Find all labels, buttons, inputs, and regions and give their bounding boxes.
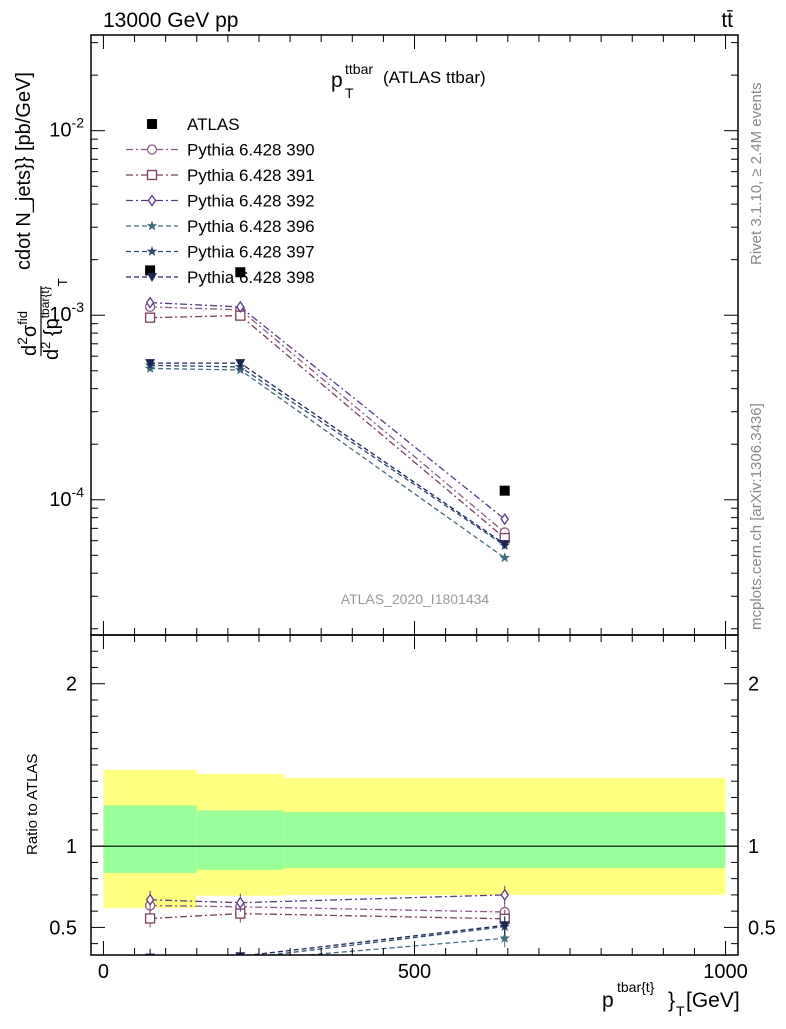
chart-title-rest: (ATLAS ttbar) (383, 68, 486, 87)
ratio-series-line (150, 904, 505, 913)
ratio-y-tick-label-left: 2 (66, 674, 77, 696)
legend-label: Pythia 6.428 391 (187, 166, 315, 185)
legend-label: Pythia 6.428 398 (187, 268, 315, 287)
svg-text:T: T (676, 1003, 685, 1019)
ratio-y-tick-label-left: 1 (66, 836, 77, 858)
main-y-axis-label: d2σfid d2 {ptbar{t}T cdot N_jets}} [pb/G… (13, 72, 70, 360)
legend-marker (147, 194, 157, 207)
series-point (236, 300, 245, 313)
process-label: tt̄ (721, 9, 733, 32)
ratio-band-inner (103, 805, 197, 873)
ratio-series-point (500, 888, 510, 902)
ratio-series-point (145, 955, 155, 965)
ratio-band-inner (283, 812, 726, 869)
ratio-series-line (265, 925, 505, 955)
legend-marker-atlas (147, 119, 157, 129)
y-tick-label: 10-2 (49, 115, 84, 142)
series-line (150, 362, 506, 545)
atlas-data-point (499, 485, 510, 496)
series-line (150, 364, 506, 547)
ratio-series-line (299, 937, 505, 955)
ratio-panel: 0.5 0.5 1 1 2 2 Ratio to ATLAS (24, 634, 776, 965)
ratio-y-tick-label-right: 0.5 (748, 917, 776, 939)
y-tick-label: 10-4 (49, 484, 84, 511)
series-point (144, 312, 156, 323)
series-line (150, 306, 506, 533)
ratio-band-inner (196, 810, 284, 870)
x-tick-label: 500 (398, 961, 431, 983)
atlas-data-point (145, 265, 156, 276)
atlas-data-point (235, 267, 246, 278)
svg-text:p: p (602, 989, 614, 1012)
ratio-series-line (150, 894, 505, 904)
ratio-series-line (245, 924, 505, 955)
legend: ATLAS Pythia 6.428 390 Pythia 6.428 391 Pyt… (126, 115, 315, 287)
svg-text:cdot N_jets}} [pb/GeV]: cdot N_jets}} [pb/GeV] (13, 72, 35, 270)
ratio-series-point (235, 952, 246, 955)
svg-text:[GeV]: [GeV] (686, 989, 740, 1012)
series-line (150, 314, 506, 539)
series-line (150, 301, 506, 520)
ratio-y-tick-label-right: 2 (748, 674, 759, 696)
series-point (500, 513, 510, 526)
ratio-series-point (236, 896, 245, 909)
series-point (499, 552, 510, 563)
legend-marker (146, 220, 158, 231)
svg-text:}: } (668, 989, 675, 1012)
ratio-y-tick-label-left: 0.5 (49, 917, 77, 939)
series-line (150, 367, 506, 559)
series-point (145, 359, 156, 369)
analysis-watermark: ATLAS_2020_I1801434 (341, 591, 490, 607)
ratio-series-point (144, 913, 156, 924)
main-panel: 10-4 10-3 10-2 p ttbar T (ATLAS ttbar) ATL… (13, 34, 739, 636)
legend-label: Pythia 6.428 392 (187, 192, 315, 211)
legend-marker (146, 169, 158, 181)
ratio-series-point (145, 893, 155, 906)
series-point (499, 540, 510, 550)
y-tick-label: 10-3 (49, 299, 84, 326)
ratio-series-point (499, 932, 510, 943)
x-tick-label: 1000 (703, 961, 748, 983)
chart-title-sup: ttbar (345, 61, 373, 77)
rivet-version-label: Rivet 3.1.10, ≥ 2.4M events (748, 83, 765, 266)
ratio-series-line (150, 912, 505, 920)
ratio-y-axis-label: Ratio to ATLAS (24, 754, 41, 855)
series-point (235, 359, 246, 369)
x-axis-label: p tbar{t} } T [GeV] (602, 979, 740, 1019)
ratio-series-point (499, 921, 510, 931)
x-tick-label: 0 (98, 961, 109, 983)
svg-text:d2σfid: d2σfid (14, 311, 41, 356)
legend-marker (146, 144, 158, 155)
legend-label: Pythia 6.428 397 (187, 243, 315, 262)
chart-title-sub: T (345, 85, 354, 101)
ratio-y-tick-label-right: 1 (748, 836, 759, 858)
legend-marker (147, 273, 157, 282)
legend-marker (146, 246, 158, 256)
energy-label: 13000 GeV pp (103, 9, 238, 32)
series-point (145, 296, 155, 309)
series-point (235, 364, 246, 375)
legend-label: Pythia 6.428 390 (187, 141, 315, 160)
chart-title: p (331, 69, 343, 92)
ratio-series-point (235, 955, 245, 965)
ratio-frame (90, 634, 739, 956)
svg-text:tbar{t}: tbar{t} (617, 979, 655, 995)
legend-label: Pythia 6.428 396 (187, 217, 315, 236)
mcplots-label: mcplots.cern.ch [arXiv:1306.3436] (748, 403, 765, 630)
legend-label-atlas: ATLAS (187, 115, 240, 134)
